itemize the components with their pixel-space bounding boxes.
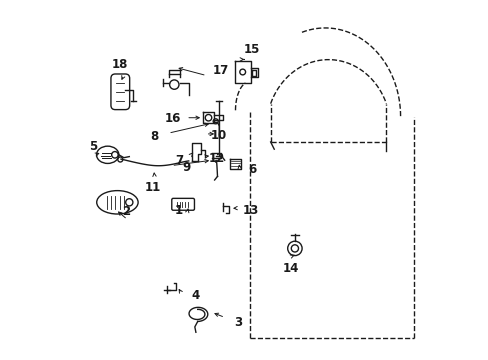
Text: 15: 15 [243,43,259,56]
Text: 5: 5 [89,140,97,153]
Text: 6: 6 [248,163,256,176]
Text: 12: 12 [208,152,224,165]
Text: 3: 3 [234,316,242,329]
Text: 7: 7 [175,154,183,167]
Text: 18: 18 [112,58,128,71]
Text: 13: 13 [243,204,259,217]
Text: 10: 10 [210,129,226,141]
Text: 11: 11 [144,181,161,194]
Text: 4: 4 [191,289,199,302]
Text: 8: 8 [150,130,158,143]
Text: 14: 14 [283,262,299,275]
Text: 1: 1 [174,204,183,217]
Text: 16: 16 [164,112,181,125]
Text: 9: 9 [182,161,190,174]
Text: 2: 2 [122,205,129,218]
Text: 17: 17 [212,64,228,77]
